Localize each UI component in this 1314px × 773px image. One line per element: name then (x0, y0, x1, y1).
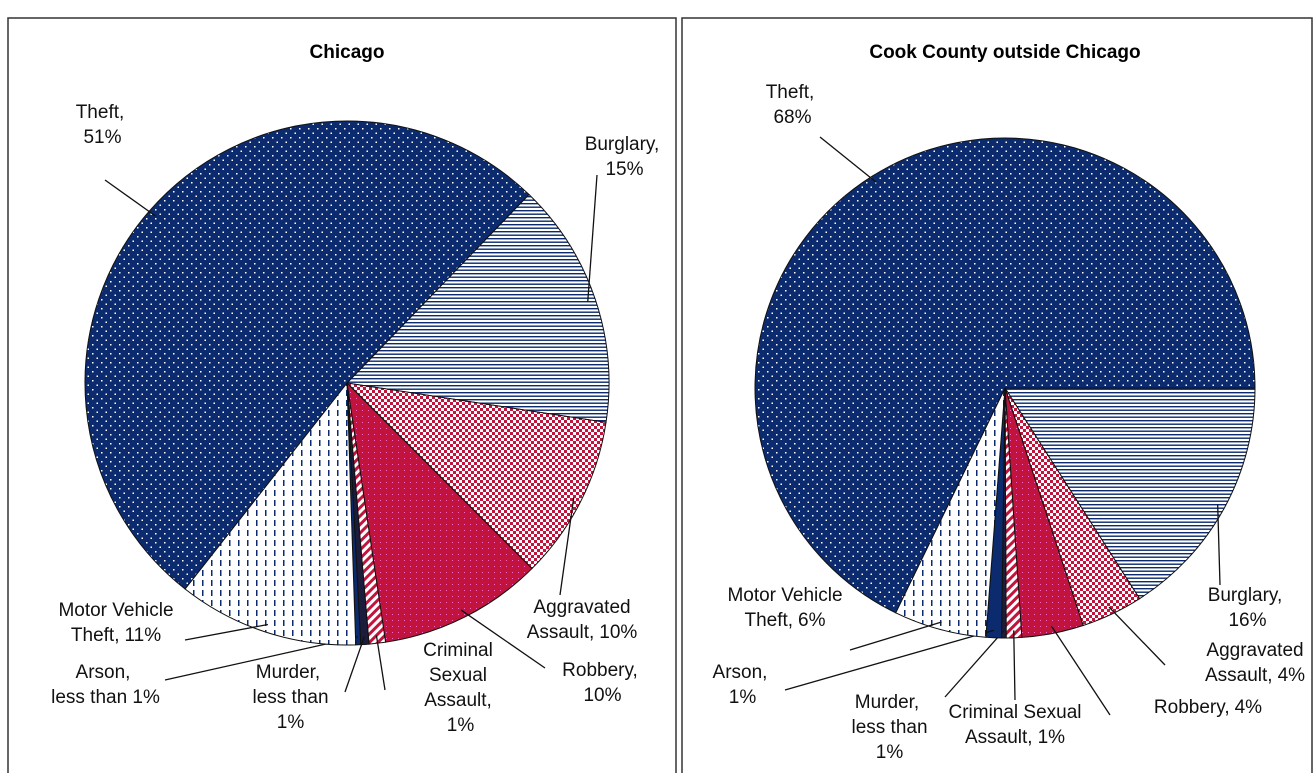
leader-line (944, 630, 1005, 698)
value-label: 51% (83, 127, 122, 148)
value-label: 10% (599, 622, 638, 643)
leader-line (460, 609, 546, 669)
pie-slice (84, 120, 530, 590)
category-label: Arson, (712, 662, 768, 683)
chart-title: Chicago (310, 42, 385, 63)
value-label: less than 1% (51, 687, 160, 708)
data-label: Criminal Sexual Assault,1% (935, 700, 1095, 750)
leader-line (184, 623, 269, 641)
leader-line (587, 174, 598, 302)
data-label: Burglary, 16% (1195, 583, 1295, 633)
category-label: Robbery, (562, 660, 638, 681)
leader-line (559, 497, 575, 596)
value-label: 1% (1037, 727, 1066, 748)
data-label: Robbery, 10% (545, 658, 655, 708)
value-label: 1% (446, 715, 475, 736)
value-label: 68% (773, 107, 812, 128)
value-label: 10% (583, 685, 622, 706)
value-label: 4% (1277, 665, 1306, 686)
data-label: Aggravated Assault, 10% (512, 595, 652, 645)
leader-line (1013, 630, 1016, 701)
value-label: 6% (798, 610, 826, 631)
category-label: Aggravated Assault, (526, 597, 631, 643)
value-label: 11% (124, 625, 162, 646)
pie-slice (346, 381, 533, 643)
pie-slice (345, 193, 610, 424)
leader-line (1050, 625, 1111, 716)
data-label: Murder, less than 1% (842, 690, 932, 765)
category-label: Arson, (75, 662, 131, 683)
pie-slice (754, 137, 1256, 614)
data-label: Murder, less than 1% (243, 660, 333, 735)
leader-line (1108, 606, 1166, 666)
category-label: Burglary, (584, 134, 660, 155)
data-label: Arson, 1% (705, 660, 775, 710)
leader-line (784, 629, 995, 691)
value-label: 4% (1234, 697, 1263, 718)
leader-line (819, 136, 877, 183)
leader-line (1217, 504, 1221, 586)
data-label: Arson, less than 1% (43, 660, 163, 710)
pie-slice (1004, 387, 1256, 600)
value-label: less than 1% (851, 717, 928, 763)
data-label: Robbery, 4% (1138, 695, 1278, 720)
category-label: Theft, (765, 82, 815, 103)
leader-line (104, 179, 156, 217)
category-label: Robbery, (1153, 697, 1230, 718)
panel-border (681, 17, 1313, 773)
leader-line (344, 636, 365, 693)
value-label: less than 1% (252, 687, 329, 733)
value-label: 1% (728, 687, 757, 708)
data-label: Motor Vehicle Theft, 6% (705, 583, 865, 633)
category-label: Burglary, (1207, 585, 1283, 606)
data-label: Theft, 51% (65, 100, 135, 150)
value-label: 16% (1228, 610, 1267, 631)
value-label: 15% (605, 159, 644, 180)
category-label: Murder, (854, 692, 920, 713)
leader-line (375, 635, 386, 691)
category-label: Murder, (255, 662, 321, 683)
panel-border (7, 17, 677, 773)
pie-slice (184, 381, 357, 646)
data-label: Burglary, 15% (567, 132, 677, 182)
category-label: Motor Vehicle Theft, (58, 600, 174, 646)
category-label: Motor Vehicle Theft, (727, 585, 843, 631)
data-label: Theft, 68% (750, 80, 830, 130)
data-label: Motor Vehicle Theft, 11% (36, 598, 196, 648)
category-label: Aggravated Assault, (1204, 640, 1304, 686)
category-label: Criminal Sexual Assault, (423, 640, 493, 711)
data-label: Aggravated Assault, 4% (1190, 638, 1314, 688)
pie-slice (345, 382, 607, 570)
chart-title: Cook County outside Chicago (869, 42, 1140, 63)
category-label: Theft, (75, 102, 125, 123)
data-label: Criminal Sexual Assault, 1% (413, 638, 503, 738)
leader-line (849, 621, 942, 651)
category-label: Criminal Sexual Assault, (948, 702, 1082, 748)
